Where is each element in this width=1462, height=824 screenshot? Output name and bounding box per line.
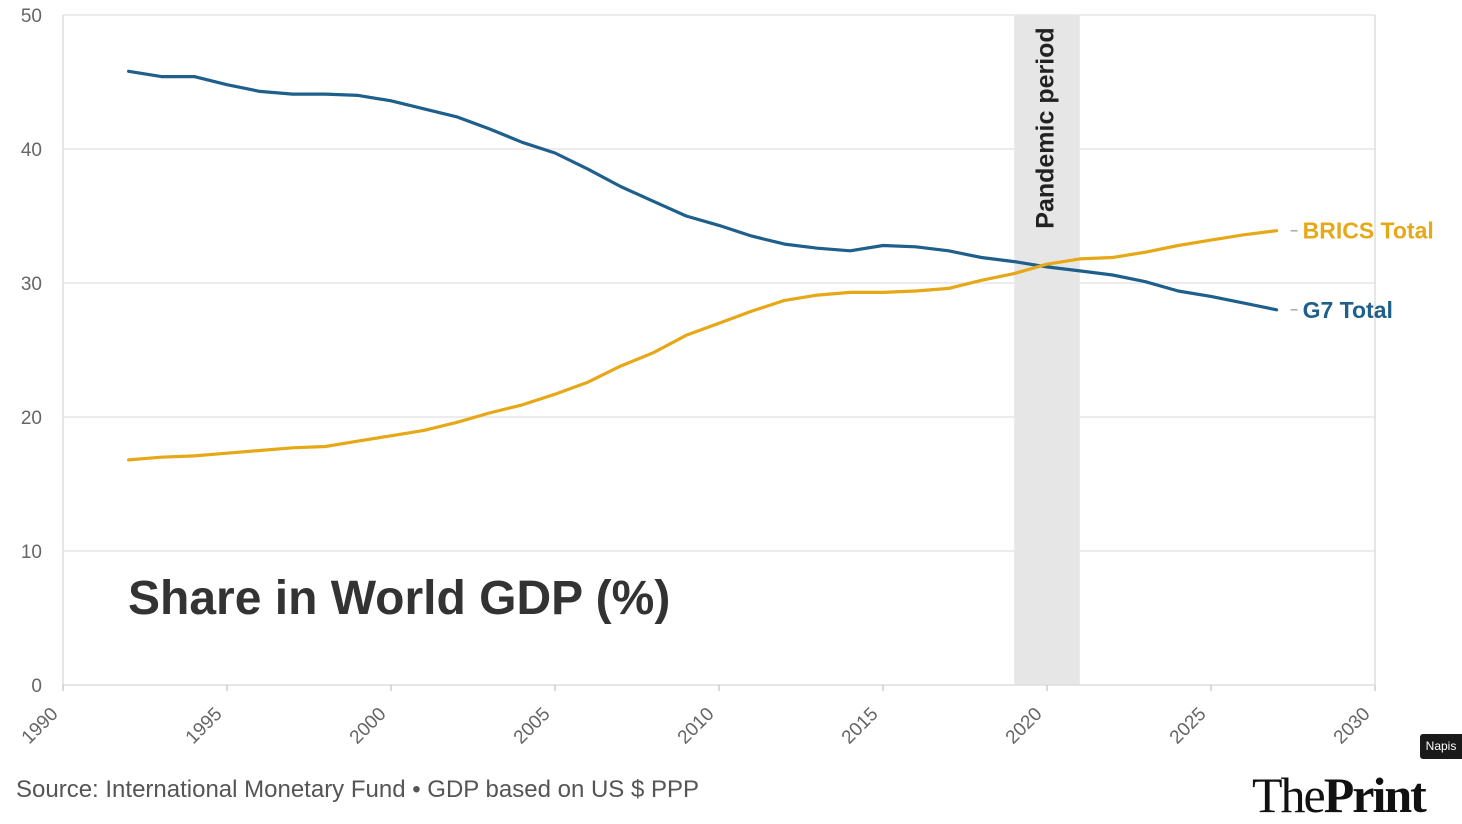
series-line-brics-total — [127, 229, 1279, 462]
x-tick-label-2025: 2025 — [1166, 704, 1211, 749]
chart-title: Share in World GDP (%) — [128, 572, 670, 625]
pandemic-band-group: Pandemic period — [1014, 15, 1080, 685]
theprint-logo: ThePrint — [1252, 766, 1427, 824]
series-lines — [127, 69, 1279, 462]
x-tick-label-2005: 2005 — [510, 704, 555, 749]
pandemic-band-label: Pandemic period — [1032, 27, 1060, 228]
y-tick-label-20: 20 — [21, 408, 42, 429]
x-tick-label-2030: 2030 — [1330, 704, 1375, 749]
series-label-brics-total: BRICS Total — [1303, 218, 1434, 244]
source-note: Source: International Monetary Fund • GD… — [16, 776, 700, 803]
x-tick-label-2020: 2020 — [1002, 704, 1047, 749]
series-line-g7-total — [127, 69, 1279, 312]
gridlines — [63, 14, 1375, 552]
x-tick-label-1990: 1990 — [18, 704, 63, 749]
y-tick-label-30: 30 — [21, 274, 42, 295]
pandemic-band — [1014, 15, 1080, 685]
y-tick-label-10: 10 — [21, 542, 42, 563]
series-label-g7-total: G7 Total — [1303, 297, 1393, 323]
y-tick-label-0: 0 — [31, 676, 42, 697]
logo-print: Print — [1323, 767, 1427, 823]
x-tick-label-2010: 2010 — [674, 704, 719, 749]
x-tick-label-1995: 1995 — [182, 704, 227, 749]
y-tick-label-40: 40 — [21, 140, 42, 161]
x-tick-label-2015: 2015 — [838, 704, 883, 749]
series-labels: G7 Total BRICS Total — [1290, 218, 1434, 323]
x-tick-label-2000: 2000 — [346, 704, 391, 749]
y-tick-label-50: 50 — [21, 6, 42, 27]
logo-the: The — [1252, 767, 1326, 823]
caption-badge[interactable]: Napis — [1420, 734, 1462, 759]
